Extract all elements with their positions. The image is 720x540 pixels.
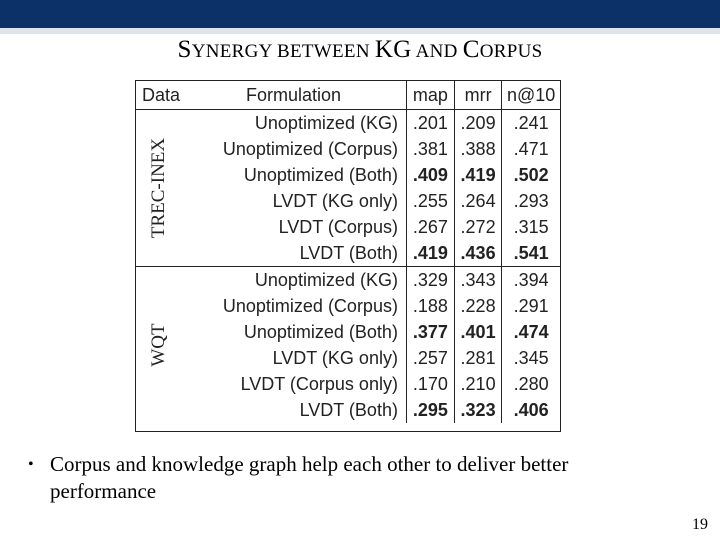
n10-cell: .471 <box>513 139 549 159</box>
formulation-cell: Unoptimized (Both) <box>181 319 407 345</box>
results-table-image: Data Formulation map mrr n@10 TREC-INEX U… <box>135 80 561 432</box>
header-n10: n@10 <box>501 81 560 110</box>
table-row: WQT Unoptimized (KG) .329.343.394 <box>136 266 560 423</box>
group-label: TREC-INEX <box>147 137 169 239</box>
banner-rule <box>0 28 720 34</box>
mrr-cell: .210 <box>454 371 503 397</box>
formulation-cell: Unoptimized (Corpus) <box>181 293 407 319</box>
formulation-cell: LVDT (Both) <box>181 240 407 267</box>
header-data: Data <box>136 81 182 110</box>
n10-cell: .315 <box>513 217 549 237</box>
group-label-cell: TREC-INEX <box>136 110 181 267</box>
map-cell: .409 <box>406 162 455 188</box>
n10-cell: .280 <box>513 374 549 394</box>
n10-cell: .502 <box>513 165 549 185</box>
mrr-cell: .228 <box>454 293 503 319</box>
table-row: Unoptimized (Both) .377.401 .474 <box>136 319 560 345</box>
map-cell: .255 <box>406 188 455 214</box>
formulation-cell: Unoptimized (Both) <box>181 162 407 188</box>
n10-cell: .541 <box>513 243 549 263</box>
mrr-cell: .264 <box>454 188 503 214</box>
mrr-cell: .343 <box>454 266 503 293</box>
top-banner <box>0 0 720 28</box>
page-number: 19 <box>692 516 708 533</box>
formulation-cell: LVDT (Corpus) <box>181 214 407 240</box>
mrr-cell: .401 <box>454 319 503 345</box>
n10-cell: .474 <box>513 322 549 342</box>
table-row: LVDT (KG only) .257.281 .345 <box>136 345 560 371</box>
formulation-cell: Unoptimized (Corpus) <box>181 136 407 162</box>
group-label-cell: WQT <box>136 266 182 423</box>
formulation-cell: Unoptimized (KG) <box>181 266 407 293</box>
map-cell: .295 <box>406 397 455 423</box>
map-cell: .419 <box>406 240 455 267</box>
table-row: LVDT (Corpus) .267.272 .315 <box>136 214 560 240</box>
table-row: TREC-INEX Unoptimized (KG) .201.209 .241 <box>136 109 560 238</box>
mrr-cell: .272 <box>454 214 503 240</box>
header-mrr: mrr <box>454 81 503 110</box>
map-cell: .257 <box>406 345 455 371</box>
mrr-cell: .281 <box>454 345 503 371</box>
formulation-cell: LVDT (Both) <box>181 397 407 423</box>
formulation-cell: LVDT (KG only) <box>181 345 407 371</box>
bullet-text: Corpus and knowledge graph help each oth… <box>50 452 569 503</box>
mrr-cell: .436 <box>454 240 503 267</box>
n10-cell: .293 <box>513 191 549 211</box>
table-row: LVDT (Both) .419.436 .541 <box>136 240 560 267</box>
mrr-cell: .209 <box>454 109 503 136</box>
table-header-row: Data Formulation map mrr n@10 <box>136 81 560 110</box>
table-body: TREC-INEX Unoptimized (KG) .201.209.241 Uno… <box>136 109 560 423</box>
map-cell: .267 <box>406 214 455 240</box>
table-row: Unoptimized (Corpus) .188.228 .291 <box>136 293 560 319</box>
map-cell: .329 <box>406 266 455 293</box>
table-row: Unoptimized (Both) .409.419 .502 <box>136 162 560 188</box>
bullet-point: • Corpus and knowledge graph help each o… <box>28 451 668 505</box>
n10-cell: .291 <box>513 296 549 316</box>
slide-title: SYNERGY BETWEEN KG AND CORPUS <box>177 36 543 63</box>
table-row: LVDT (KG only) .255.264 .293 <box>136 188 560 214</box>
results-table: Data Formulation map mrr n@10 TREC-INEX U… <box>136 81 560 423</box>
map-cell: .377 <box>406 319 455 345</box>
n10-cell: .406 <box>513 400 549 420</box>
mrr-cell: .323 <box>454 397 503 423</box>
table-row: LVDT (Both) .295.323 .406 <box>136 397 560 423</box>
formulation-cell: LVDT (Corpus only) <box>181 371 407 397</box>
map-cell: .381 <box>406 136 455 162</box>
n10-cell: .345 <box>513 348 549 368</box>
header-formulation: Formulation <box>181 81 407 110</box>
header-map: map <box>406 81 455 110</box>
formulation-cell: Unoptimized (KG) <box>181 109 407 136</box>
map-cell: .201 <box>406 109 455 136</box>
formulation-cell: LVDT (KG only) <box>181 188 407 214</box>
mrr-cell: .388 <box>454 136 503 162</box>
bullet-symbol: • <box>28 456 34 473</box>
map-cell: .188 <box>406 293 455 319</box>
mrr-cell: .419 <box>454 162 503 188</box>
group-label: WQT <box>147 323 169 367</box>
table-row: Unoptimized (Corpus) .381.388 .471 <box>136 136 560 162</box>
n10-cell: .241 <box>513 113 549 133</box>
n10-cell: .394 <box>501 266 560 293</box>
map-cell: .170 <box>406 371 455 397</box>
table-row: LVDT (Corpus only) .170.210 .280 <box>136 371 560 397</box>
